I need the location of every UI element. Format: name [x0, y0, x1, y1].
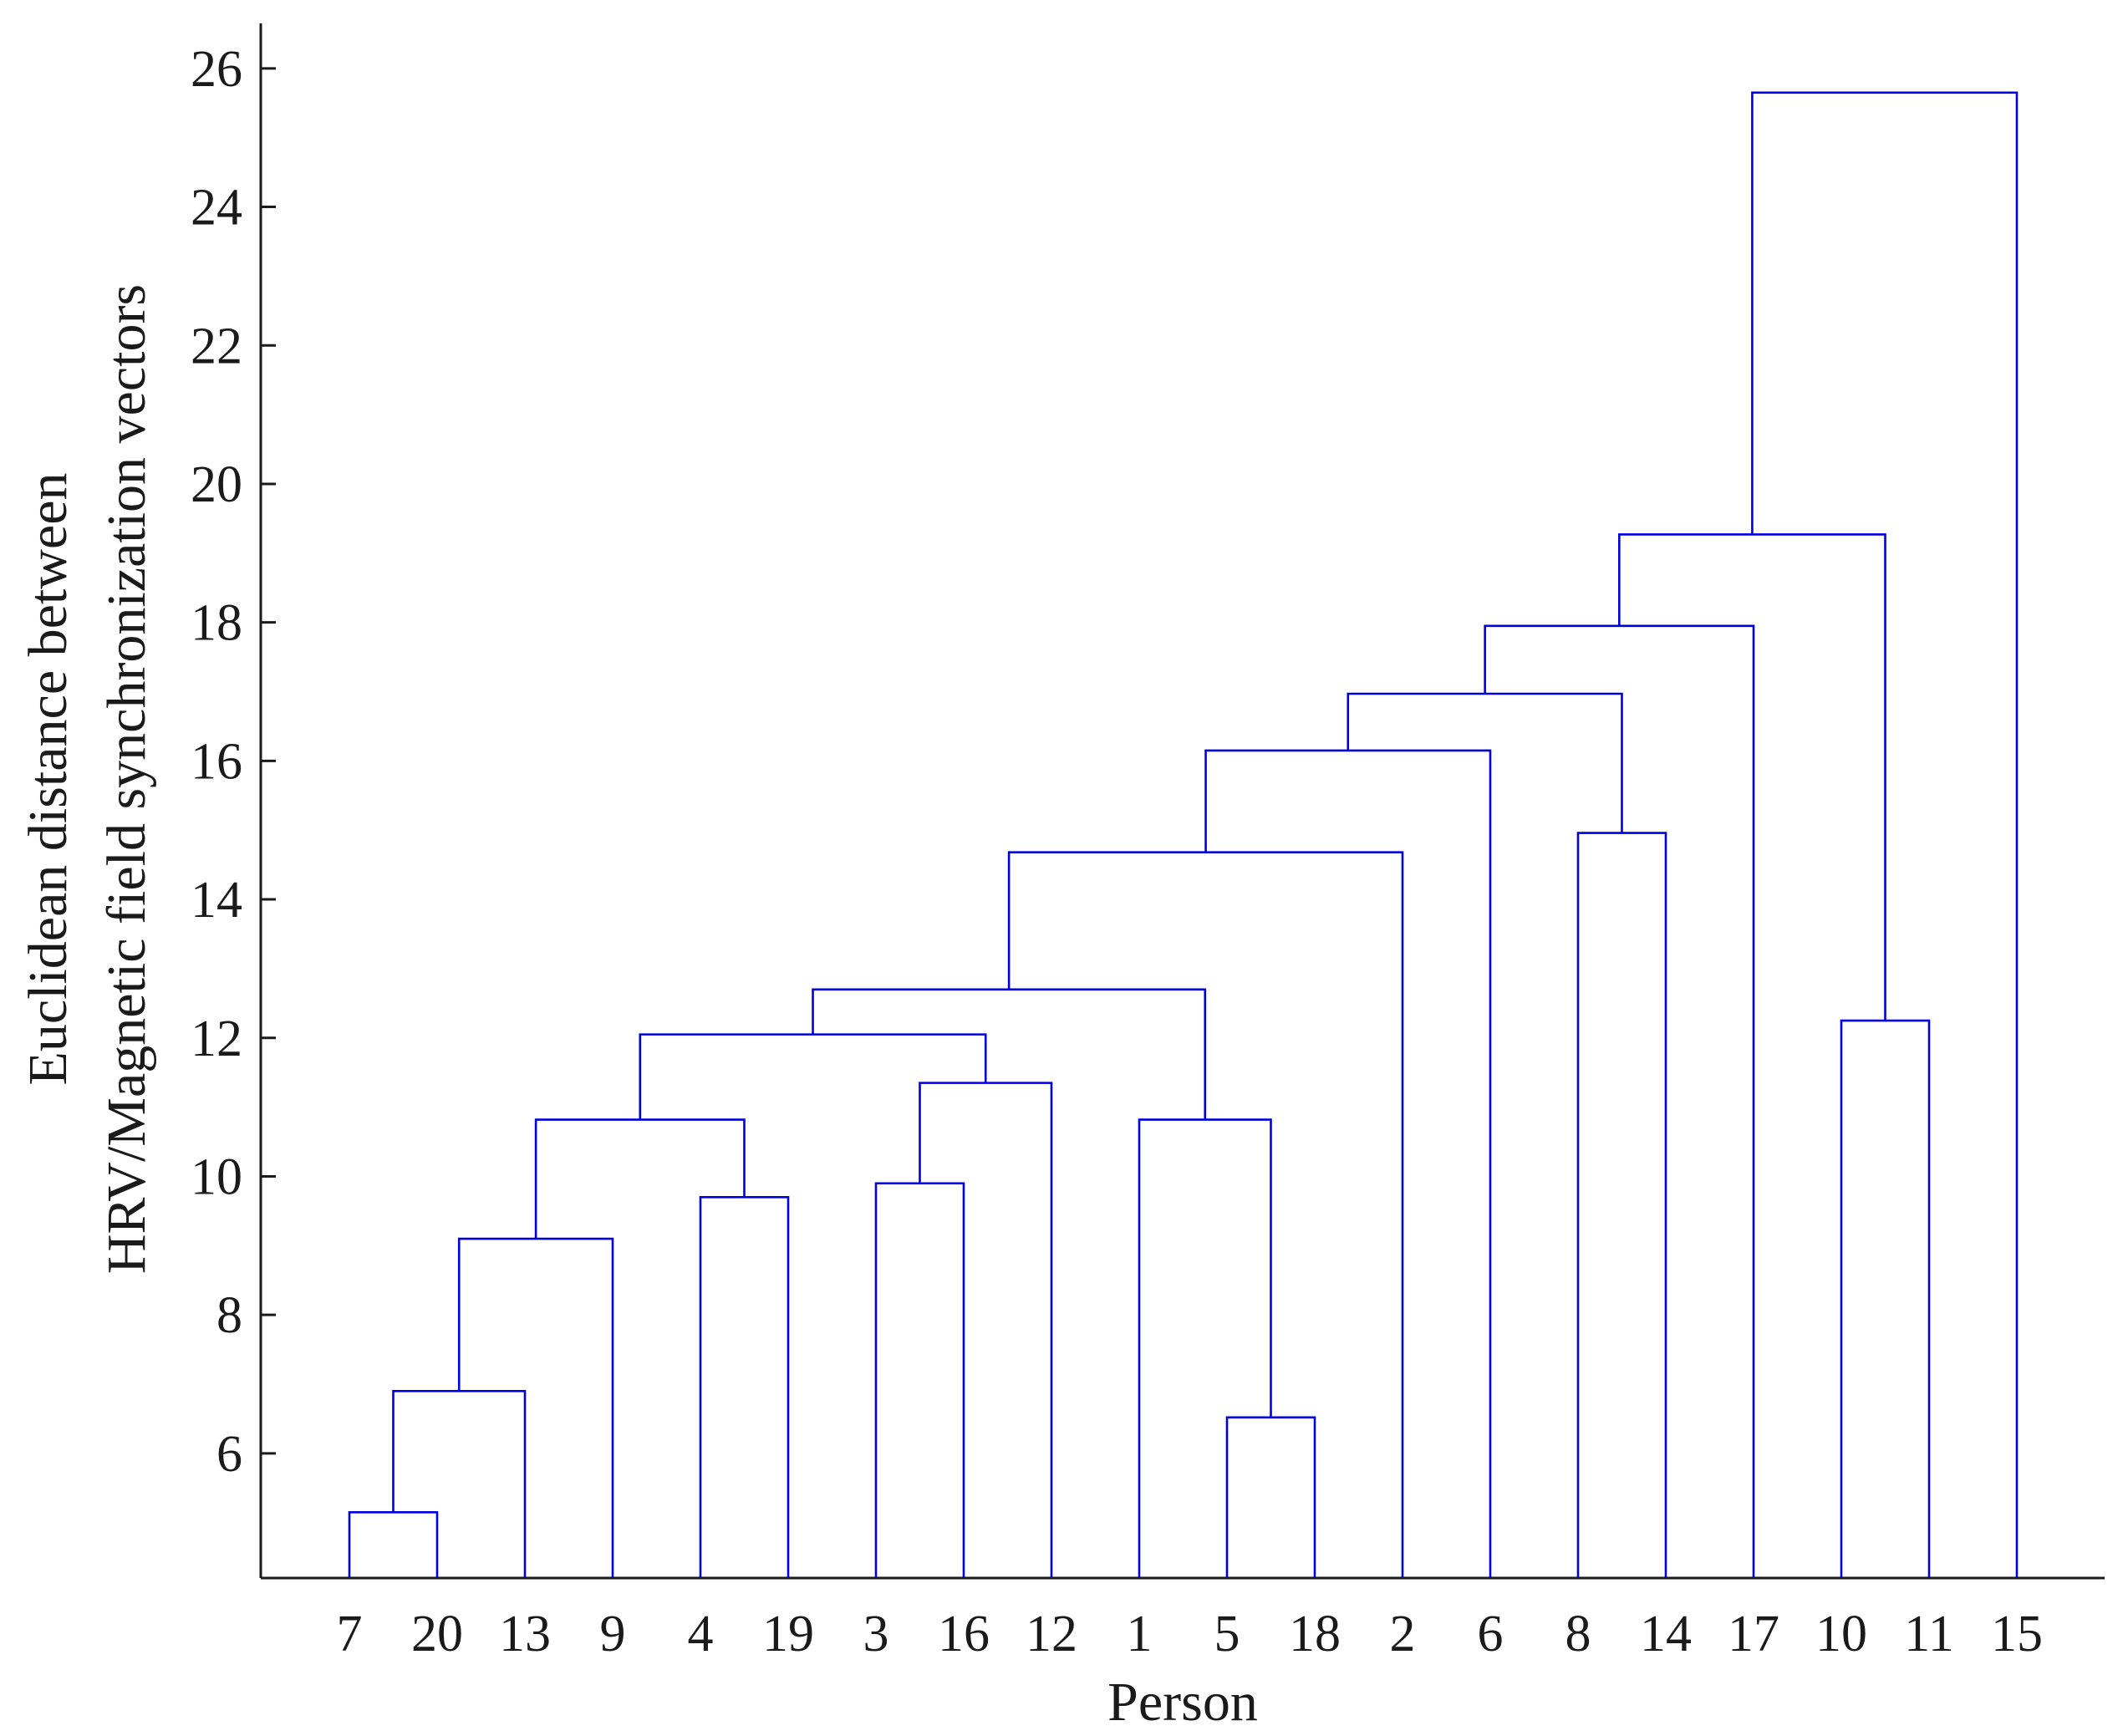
x-tick-label: 20	[411, 1606, 463, 1662]
y-axis-title: Euclidean distance between HRV/Magnetic …	[18, 284, 157, 1274]
x-tick-label: 16	[938, 1606, 990, 1662]
x-tick-label: 8	[1565, 1606, 1591, 1662]
dendrogram-link	[1347, 692, 1623, 833]
x-tick-label: 6	[1478, 1606, 1504, 1662]
y-tick-label: 16	[191, 733, 242, 790]
dendrogram-link	[1840, 1019, 1931, 1578]
x-tick-label: 9	[600, 1606, 626, 1662]
y-tick-label: 12	[191, 1011, 242, 1067]
dendrogram-link	[348, 1510, 439, 1578]
x-tick-label: 2	[1390, 1606, 1416, 1662]
dendrogram-link	[1138, 1118, 1272, 1578]
x-tick-label: 4	[688, 1606, 714, 1662]
x-tick-label: 3	[863, 1606, 889, 1662]
x-tick-label: 14	[1640, 1606, 1692, 1662]
x-tick-label: 19	[762, 1606, 814, 1662]
y-tick-label: 26	[191, 41, 242, 98]
x-tick-label: 17	[1728, 1606, 1779, 1662]
y-tick-label: 8	[216, 1287, 242, 1344]
x-tick-label: 5	[1214, 1606, 1240, 1662]
dendrogram-link	[1576, 832, 1667, 1578]
x-tick-label: 18	[1289, 1606, 1341, 1662]
dendrogram-link	[699, 1196, 790, 1578]
x-tick-label: 7	[337, 1606, 363, 1662]
y-tick-label: 20	[191, 456, 242, 513]
dendrogram-link	[534, 1118, 746, 1240]
x-tick-label: 13	[499, 1606, 551, 1662]
dendrogram-link	[1007, 851, 1404, 1578]
y-tick-label: 22	[191, 318, 242, 374]
x-tick-label: 12	[1026, 1606, 1077, 1662]
dendrogram-link	[392, 1390, 527, 1578]
y-tick-label: 24	[191, 180, 242, 237]
dendrogram-link	[812, 988, 1207, 1120]
x-tick-label: 15	[1991, 1606, 2043, 1662]
x-axis-title: Person	[1107, 1672, 1258, 1733]
y-axis-title-line-2: HRV/Magnetic field synchronization vecto…	[96, 284, 157, 1274]
dendrogram-link	[1484, 624, 1755, 1578]
x-tick-label: 11	[1904, 1606, 1954, 1662]
dendrogram-link	[919, 1082, 1053, 1578]
y-tick-label: 14	[191, 872, 242, 929]
y-ticks: 6 8 10 12 14 16 18 20 22 24 26	[191, 41, 276, 1483]
y-tick-label: 18	[191, 595, 242, 652]
dendrogram-link	[457, 1237, 614, 1578]
y-tick-label: 6	[216, 1426, 242, 1483]
dendrogram-link	[874, 1182, 965, 1578]
y-tick-label: 10	[191, 1148, 242, 1205]
dendrogram-link	[1618, 533, 1886, 1021]
x-tick-labels: 7 20 13 9 4 19 3 16 12 1 5 18 2 6 8 14 17 10 11 15	[337, 1606, 2044, 1662]
x-tick-label: 10	[1815, 1606, 1867, 1662]
x-tick-label: 1	[1127, 1606, 1153, 1662]
dendrogram-link	[1225, 1416, 1316, 1578]
dendrogram-links	[348, 91, 2019, 1578]
dendrogram-link	[1751, 91, 2019, 1578]
axes	[259, 23, 2105, 1580]
dendrogram-link	[1204, 749, 1492, 1578]
dendrogram-link	[639, 1033, 987, 1120]
y-axis-title-line-1: Euclidean distance between	[18, 473, 79, 1086]
